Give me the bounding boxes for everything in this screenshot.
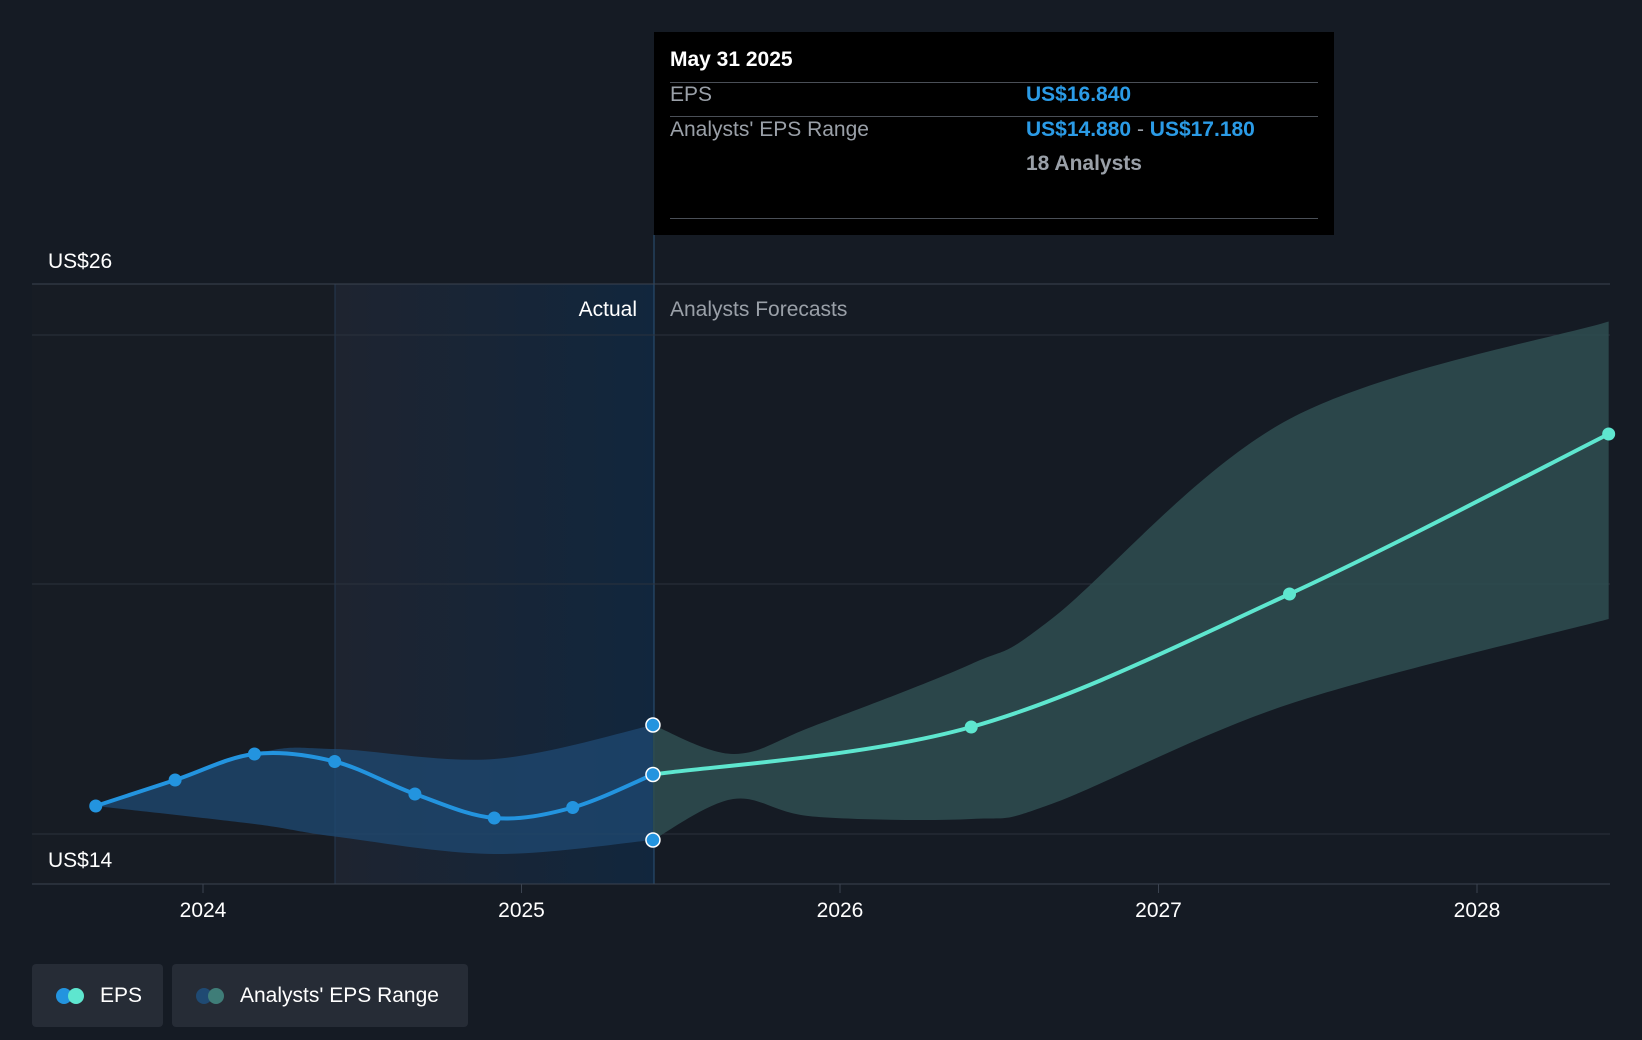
- tooltip-range-separator: -: [1136, 118, 1144, 141]
- tooltip-divider: [670, 116, 1318, 117]
- x-axis-tick-label: 2026: [817, 899, 864, 922]
- eps-actual-line: [93, 750, 655, 821]
- tooltip-eps-value: US$16.840: [1026, 83, 1132, 106]
- eps-forecast-point: [1602, 427, 1616, 441]
- x-axis-tick-label: 2025: [498, 899, 545, 922]
- eps-range-legend-icon: [196, 987, 228, 1005]
- eps-actual-point: [328, 755, 342, 768]
- tooltip-range-high: US$17.180: [1149, 118, 1255, 141]
- eps-forecast-point: [964, 720, 978, 734]
- tooltip-divider: [670, 82, 1318, 83]
- eps-forecast-point: [1283, 587, 1297, 601]
- tooltip-divider: [670, 218, 1318, 219]
- legend-label-eps: EPS: [100, 983, 143, 1007]
- y-axis-min-label: US$14: [48, 849, 113, 872]
- eps-actual-point: [247, 747, 261, 761]
- tooltip-range-label: Analysts' EPS Range: [670, 118, 869, 141]
- eps-range-band-forecast: [652, 321, 1609, 840]
- legend-item-eps[interactable]: EPS: [32, 964, 163, 1027]
- tooltip-date: May 31 2025: [670, 48, 793, 71]
- eps-actual-point: [566, 801, 580, 814]
- legend-item-eps-range[interactable]: Analysts' EPS Range: [172, 964, 468, 1027]
- y-axis-max-label: US$26: [48, 250, 112, 273]
- forecast-region-label: Analysts Forecasts: [670, 298, 847, 321]
- tooltip-analyst-count: 18 Analysts: [1026, 152, 1142, 175]
- x-axis-tick-label: 2028: [1454, 899, 1501, 922]
- eps-actual-point: [487, 811, 501, 825]
- x-axis-tick-label: 2027: [1135, 899, 1182, 922]
- eps-actual-point: [168, 773, 182, 787]
- eps-range-low-point: [645, 832, 661, 848]
- tooltip-eps-label: EPS: [670, 83, 713, 106]
- tooltip-range-low: US$14.880: [1026, 118, 1132, 141]
- x-axis-tick-label: 2024: [180, 899, 227, 922]
- tooltip-panel: May 31 2025 EPS US$16.840 Analysts' EPS …: [654, 32, 1334, 235]
- eps-range-band-actual: [95, 725, 653, 855]
- tooltip-range-values: US$14.880 - US$17.180: [1026, 118, 1318, 142]
- eps-actual-point: [408, 787, 422, 801]
- eps-actual-point: [89, 799, 103, 813]
- eps-legend-icon: [56, 987, 88, 1005]
- eps-actual-point: [645, 766, 661, 783]
- actual-region-label: Actual: [579, 298, 637, 321]
- eps-range-high-point: [645, 717, 661, 733]
- eps-forecast-line: [650, 432, 1611, 777]
- legend-label-eps-range: Analysts' EPS Range: [240, 983, 439, 1007]
